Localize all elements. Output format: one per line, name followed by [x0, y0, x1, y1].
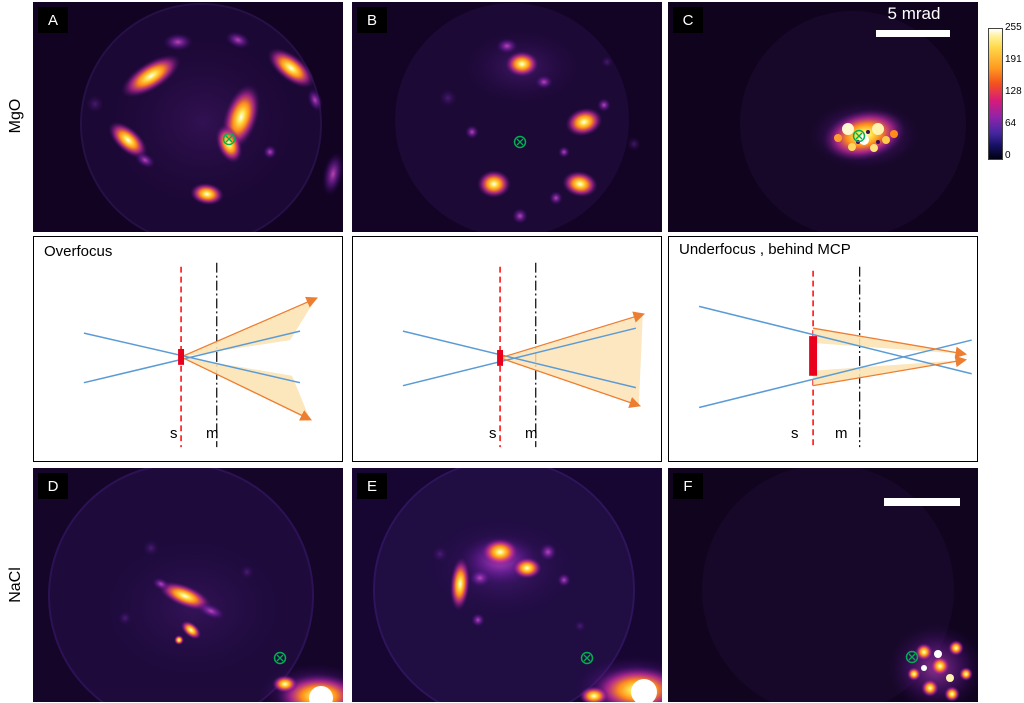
sample-plane-label: s [791, 425, 799, 442]
panel-f-image: F [668, 468, 978, 702]
convergence-cones [813, 328, 965, 386]
diagram-title: Overfocus [44, 243, 113, 260]
panel-label-b: B [357, 7, 387, 33]
mcp-plane-label: m [206, 425, 219, 442]
convergence-cone [500, 314, 643, 406]
emission-blobs [427, 518, 662, 702]
cone-arrows [180, 296, 318, 421]
scale-bar [884, 498, 960, 506]
diagram-midfocus: s m [352, 236, 662, 462]
mcp-plane-label: m [835, 425, 848, 442]
colorbar-tick: 64 [1005, 118, 1017, 129]
panel-b-image: B [352, 2, 662, 232]
sample-marker [497, 349, 504, 366]
panel-a-image: A [33, 2, 343, 232]
row-label-mgo: MgO [7, 98, 24, 134]
sample-marker [809, 336, 818, 376]
convergence-cones [181, 298, 316, 420]
cone-arrows [499, 311, 646, 408]
panel-label-c: C [673, 7, 703, 33]
beam-lines [83, 330, 301, 384]
emission-blobs [103, 538, 343, 702]
emission-pattern-b [352, 2, 662, 232]
beam-lines [698, 305, 972, 409]
emission-pattern-f [668, 468, 978, 702]
panel-e-image: E [352, 468, 662, 702]
emission-pattern-e [352, 468, 662, 702]
colorbar-tick: 128 [1005, 86, 1022, 97]
detector-field [702, 468, 954, 702]
panel-d-image: D [33, 468, 343, 702]
emission-pattern-c [668, 2, 978, 232]
ray-diagram [698, 266, 972, 448]
mcp-plane-label: m [525, 425, 538, 442]
emission-blobs [86, 27, 343, 217]
sample-plane-label: s [170, 425, 178, 442]
diagram-title: Underfocus , behind MCP [679, 241, 851, 258]
emission-blobs [888, 624, 978, 702]
panel-label-e: E [357, 473, 387, 499]
cone-arrows [812, 327, 968, 387]
detector-rim [48, 468, 314, 702]
scale-bar-label: 5 mrad [887, 4, 941, 23]
emission-pattern-a [33, 2, 343, 232]
colorbar-tick: 0 [1005, 150, 1011, 161]
detector-rim [80, 3, 322, 232]
row-label-nacl: NaCl [7, 567, 24, 603]
scale-bar [876, 30, 950, 37]
emission-blobs [439, 29, 641, 224]
colorbar [988, 28, 1003, 160]
panel-label-f: F [673, 473, 703, 499]
detector-rim [373, 468, 635, 702]
diagram-overfocus: Overfocus s m [33, 236, 343, 462]
sample-marker [178, 349, 185, 365]
sample-plane-label: s [489, 425, 497, 442]
emission-pattern-d [33, 468, 343, 702]
panel-c-image: 5 mrad C [668, 2, 978, 232]
panel-label-a: A [38, 7, 68, 33]
ray-diagram [83, 262, 318, 448]
ray-diagram [402, 262, 646, 448]
colorbar-tick: 255 [1005, 22, 1022, 33]
beam-lines [402, 327, 637, 389]
diagram-underfocus: Underfocus , behind MCP s m [668, 236, 978, 462]
panel-label-d: D [38, 473, 68, 499]
colorbar-tick: 191 [1005, 54, 1022, 65]
